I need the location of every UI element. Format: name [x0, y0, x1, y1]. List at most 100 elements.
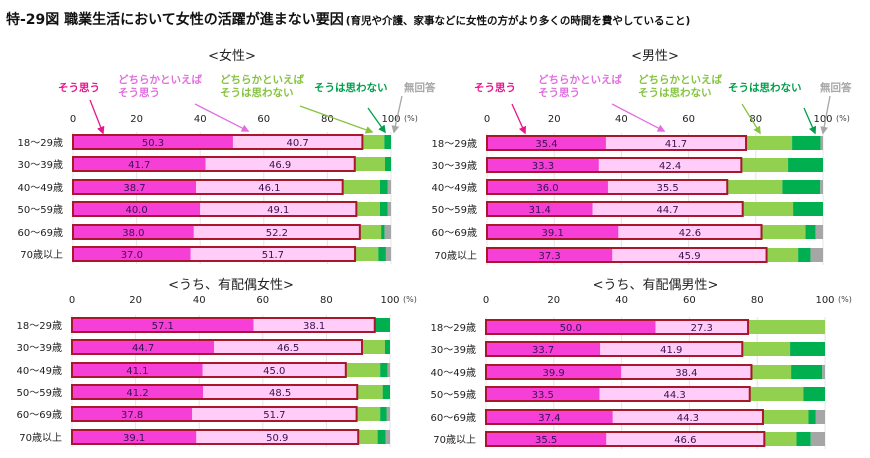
- bar-segment: [791, 365, 823, 379]
- bar-segment: [345, 363, 381, 377]
- x-tick-label: 80: [749, 114, 762, 125]
- bar-segment: [72, 407, 193, 421]
- category-label: 30～39歳: [18, 159, 63, 171]
- data-label: 39.1: [542, 228, 564, 239]
- agree-total-outline: [72, 156, 356, 172]
- bar-segment: [612, 410, 763, 424]
- bar-segment: [621, 365, 752, 379]
- data-label: 36.0: [536, 183, 558, 194]
- bar-segment: [200, 202, 357, 216]
- category-label: 60～69歳: [18, 227, 63, 239]
- x-tick-label: 100: [813, 114, 832, 125]
- agree-total-outline: [485, 386, 751, 402]
- data-label: 39.9: [542, 368, 564, 379]
- data-label: 41.9: [660, 345, 682, 356]
- legend-entry: 無回答: [404, 81, 436, 94]
- bar-segment: [487, 248, 613, 262]
- bar-segment: [196, 180, 343, 194]
- data-label: 52.2: [266, 228, 288, 239]
- legend-arrow: [367, 107, 386, 134]
- data-label: 35.5: [656, 183, 678, 194]
- bar-segment: [362, 135, 385, 149]
- bar-segment: [379, 202, 388, 216]
- data-label: 35.4: [535, 139, 557, 150]
- bar-segment: [384, 135, 391, 149]
- data-label: 37.0: [121, 250, 143, 261]
- bar-segment: [822, 365, 825, 379]
- bar-segment: [73, 247, 191, 261]
- legend-arrow: [299, 105, 374, 134]
- bar-segment: [486, 432, 607, 446]
- agree-total-outline: [71, 317, 376, 333]
- bar-segment: [612, 248, 767, 262]
- agree-total-outline: [71, 384, 359, 400]
- x-tick-label: 0: [483, 295, 489, 306]
- category-label: 30～39歳: [431, 344, 476, 356]
- agree-total-outline: [486, 247, 768, 263]
- bar-segment: [764, 432, 797, 446]
- bar-segment: [379, 180, 388, 194]
- bar-segment: [377, 430, 386, 444]
- bar-segment: [362, 340, 385, 354]
- bar-segment: [387, 202, 391, 216]
- bar-segment: [486, 410, 613, 424]
- category-label: 40～49歳: [432, 182, 477, 194]
- legend-entry: そうは思わない: [728, 82, 802, 94]
- legend-arrow: [194, 103, 250, 132]
- bar-segment: [655, 320, 749, 334]
- x-tick-label: 40: [193, 295, 206, 306]
- data-label: 50.9: [266, 433, 288, 444]
- panel-title: <女性>: [208, 48, 256, 64]
- figure-subtitle: (育児や介護、家事などに女性の方がより多くの時間を費やしていること): [346, 14, 691, 27]
- bar-segment: [387, 363, 390, 377]
- category-label: 40～49歳: [431, 367, 476, 379]
- agree-total-outline: [485, 341, 744, 357]
- bar-segment: [727, 180, 783, 194]
- data-label: 37.8: [121, 410, 143, 421]
- agree-total-outline: [485, 364, 753, 380]
- bar-segment: [486, 387, 600, 401]
- data-label: 39.1: [123, 433, 145, 444]
- x-tick-label: 40: [615, 295, 628, 306]
- bar-segment: [820, 180, 823, 194]
- x-tick-label: 80: [320, 295, 333, 306]
- bar-segment: [600, 342, 743, 356]
- legend-entry: そう思う: [58, 82, 100, 94]
- x-tick-label: 20: [130, 114, 143, 125]
- panel-1: <女性> 0 20 40 60 80 100 (%) 18～29歳 50.3 40.7 30～39歳 4…: [18, 48, 436, 264]
- bar-segment: [72, 385, 204, 399]
- bar-segment: [793, 202, 823, 216]
- data-label: 46.1: [258, 183, 280, 194]
- x-tick-label: 100: [380, 295, 399, 306]
- x-tick-label: 40: [615, 114, 628, 125]
- unit-label: (%): [838, 295, 852, 304]
- unit-label: (%): [403, 295, 417, 304]
- bar-segment: [487, 225, 619, 239]
- bar-segment: [357, 385, 383, 399]
- bar-segment: [72, 430, 197, 444]
- data-label: 49.1: [267, 205, 289, 216]
- data-label: 35.5: [535, 435, 557, 446]
- agree-total-outline: [72, 224, 361, 240]
- bar-segment: [487, 136, 606, 150]
- legend-arrow: [820, 95, 831, 135]
- bar-segment: [384, 340, 390, 354]
- x-tick-label: 60: [257, 114, 270, 125]
- category-label: 60～69歳: [432, 227, 477, 239]
- legend-entry: どちらかといえばそう思う: [538, 73, 622, 99]
- agree-total-outline: [71, 362, 347, 378]
- x-tick-label: 60: [256, 295, 269, 306]
- bar-segment: [742, 342, 791, 356]
- bar-segment: [761, 225, 806, 239]
- category-label: 18～29歳: [17, 320, 62, 332]
- bar-segment: [384, 157, 391, 171]
- data-label: 51.7: [262, 250, 284, 261]
- bar-segment: [378, 247, 386, 261]
- agree-total-outline: [486, 179, 729, 195]
- data-label: 44.7: [132, 343, 154, 354]
- bar-segment: [605, 136, 747, 150]
- bar-segment: [766, 248, 799, 262]
- x-tick-label: 60: [683, 295, 696, 306]
- bar-segment: [618, 225, 762, 239]
